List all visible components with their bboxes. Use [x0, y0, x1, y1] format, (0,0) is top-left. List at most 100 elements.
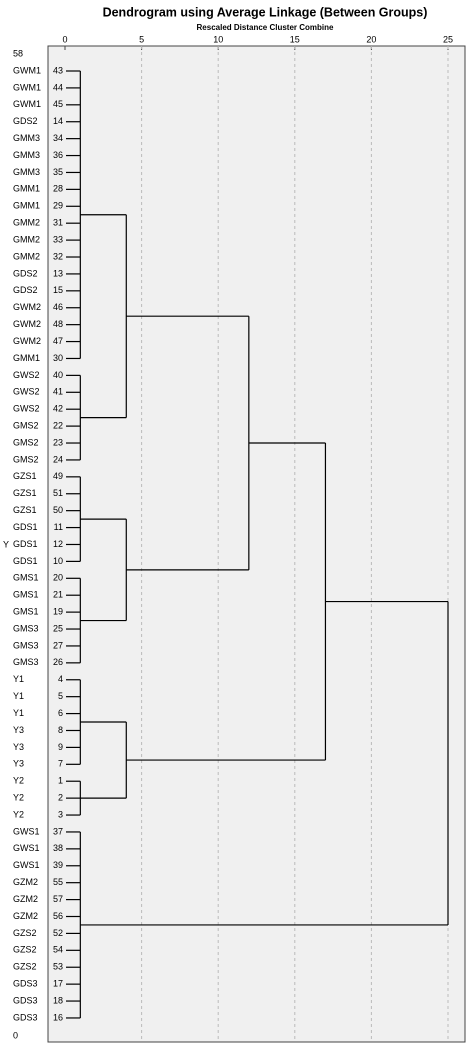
case-number: 16: [53, 1012, 63, 1022]
chart-subtitle: Rescaled Distance Cluster Combine: [197, 23, 334, 32]
leaf-label: GMM2: [13, 218, 40, 228]
leaf-label: GZS1: [13, 471, 37, 481]
leaf-label: GMM1: [13, 353, 40, 363]
case-number: 40: [53, 370, 63, 380]
case-number: 20: [53, 573, 63, 583]
x-tick-label: 10: [213, 34, 223, 44]
leaf-label: GDS1: [13, 539, 38, 549]
leaf-label: GZS1: [13, 488, 37, 498]
case-number: 46: [53, 302, 63, 312]
leaf-label: Y2: [13, 809, 24, 819]
case-number: 7: [58, 759, 63, 769]
leaf-label: GWS1: [13, 860, 40, 870]
case-number: 14: [53, 116, 63, 126]
leaf-label: GMS2: [13, 454, 39, 464]
leaf-label: GDS1: [13, 522, 38, 532]
leaf-label: GZM2: [13, 894, 38, 904]
case-number: 44: [53, 82, 63, 92]
case-number: 21: [53, 590, 63, 600]
case-number: 24: [53, 454, 63, 464]
case-number: 43: [53, 65, 63, 75]
leaf-label: GWS2: [13, 387, 40, 397]
case-number: 15: [53, 285, 63, 295]
leaf-label: GWM2: [13, 336, 41, 346]
leaf-label: GMM2: [13, 234, 40, 244]
leaf-label: GDS2: [13, 285, 38, 295]
axis-label: Y: [3, 539, 9, 549]
leaf-label: GMS2: [13, 437, 39, 447]
x-tick-label: 20: [366, 34, 376, 44]
leaf-label: GMS1: [13, 573, 39, 583]
leaf-label: GDS3: [13, 979, 38, 989]
case-number: 57: [53, 894, 63, 904]
leaf-label: Y1: [13, 691, 24, 701]
case-number: 12: [53, 539, 63, 549]
case-number: 27: [53, 640, 63, 650]
leaf-label: GDS3: [13, 995, 38, 1005]
x-tick-label: 25: [443, 34, 453, 44]
leaf-label: GWM2: [13, 319, 41, 329]
x-tick-label: 5: [139, 34, 144, 44]
case-number: 42: [53, 404, 63, 414]
case-number: 2: [58, 793, 63, 803]
case-number: 47: [53, 336, 63, 346]
leaf-label: GMS1: [13, 606, 39, 616]
case-number: 29: [53, 201, 63, 211]
case-number: 4: [58, 674, 63, 684]
case-number: 53: [53, 962, 63, 972]
case-number: 30: [53, 353, 63, 363]
plot-area: [47, 45, 466, 1043]
case-number: 28: [53, 184, 63, 194]
leaf-label: GMM3: [13, 167, 40, 177]
leaf-label: GMS3: [13, 623, 39, 633]
leaf-label: GWS1: [13, 843, 40, 853]
leaf-label: Y3: [13, 742, 24, 752]
case-number: 45: [53, 99, 63, 109]
case-number: 39: [53, 860, 63, 870]
leaf-label: GZM2: [13, 877, 38, 887]
leaf-label: GZS1: [13, 505, 37, 515]
case-number: 1: [58, 776, 63, 786]
leaf-label: GMM2: [13, 251, 40, 261]
leaf-label: GWM1: [13, 65, 41, 75]
x-tick-label: 15: [290, 34, 300, 44]
leaf-label: GDS2: [13, 116, 38, 126]
case-number: 48: [53, 319, 63, 329]
case-number: 55: [53, 877, 63, 887]
leaf-label: GMS2: [13, 420, 39, 430]
leaf-label: Y2: [13, 793, 24, 803]
leaf-label: GMS3: [13, 657, 39, 667]
case-number: 51: [53, 488, 63, 498]
case-number: 11: [54, 522, 63, 532]
case-number: 19: [53, 606, 63, 616]
case-number: 23: [53, 437, 63, 447]
case-number: 9: [58, 742, 63, 752]
case-number: 13: [53, 268, 63, 278]
leaf-label: GMM1: [13, 184, 40, 194]
case-number: 25: [53, 623, 63, 633]
case-number: 5: [58, 691, 63, 701]
case-number: 17: [53, 979, 63, 989]
leaf-label: GZS2: [13, 928, 37, 938]
leaf-label: GMM1: [13, 201, 40, 211]
case-number: 3: [58, 809, 63, 819]
case-number: 6: [58, 708, 63, 718]
case-number: 49: [53, 471, 63, 481]
case-number: 8: [58, 725, 63, 735]
case-number: 38: [53, 843, 63, 853]
leaf-label: GMM3: [13, 150, 40, 160]
leaf-label: GMS1: [13, 590, 39, 600]
leaf-label: GWS2: [13, 370, 40, 380]
case-number: 54: [53, 945, 63, 955]
leaf-label: GDS1: [13, 556, 38, 566]
case-number: 31: [53, 218, 63, 228]
leaf-label: GMM3: [13, 133, 40, 143]
case-number: 36: [53, 150, 63, 160]
leaf-label: GMS3: [13, 640, 39, 650]
case-number: 22: [53, 420, 63, 430]
case-number: 37: [53, 826, 63, 836]
row-top-label: 58: [13, 48, 23, 58]
leaf-label: GWS2: [13, 404, 40, 414]
